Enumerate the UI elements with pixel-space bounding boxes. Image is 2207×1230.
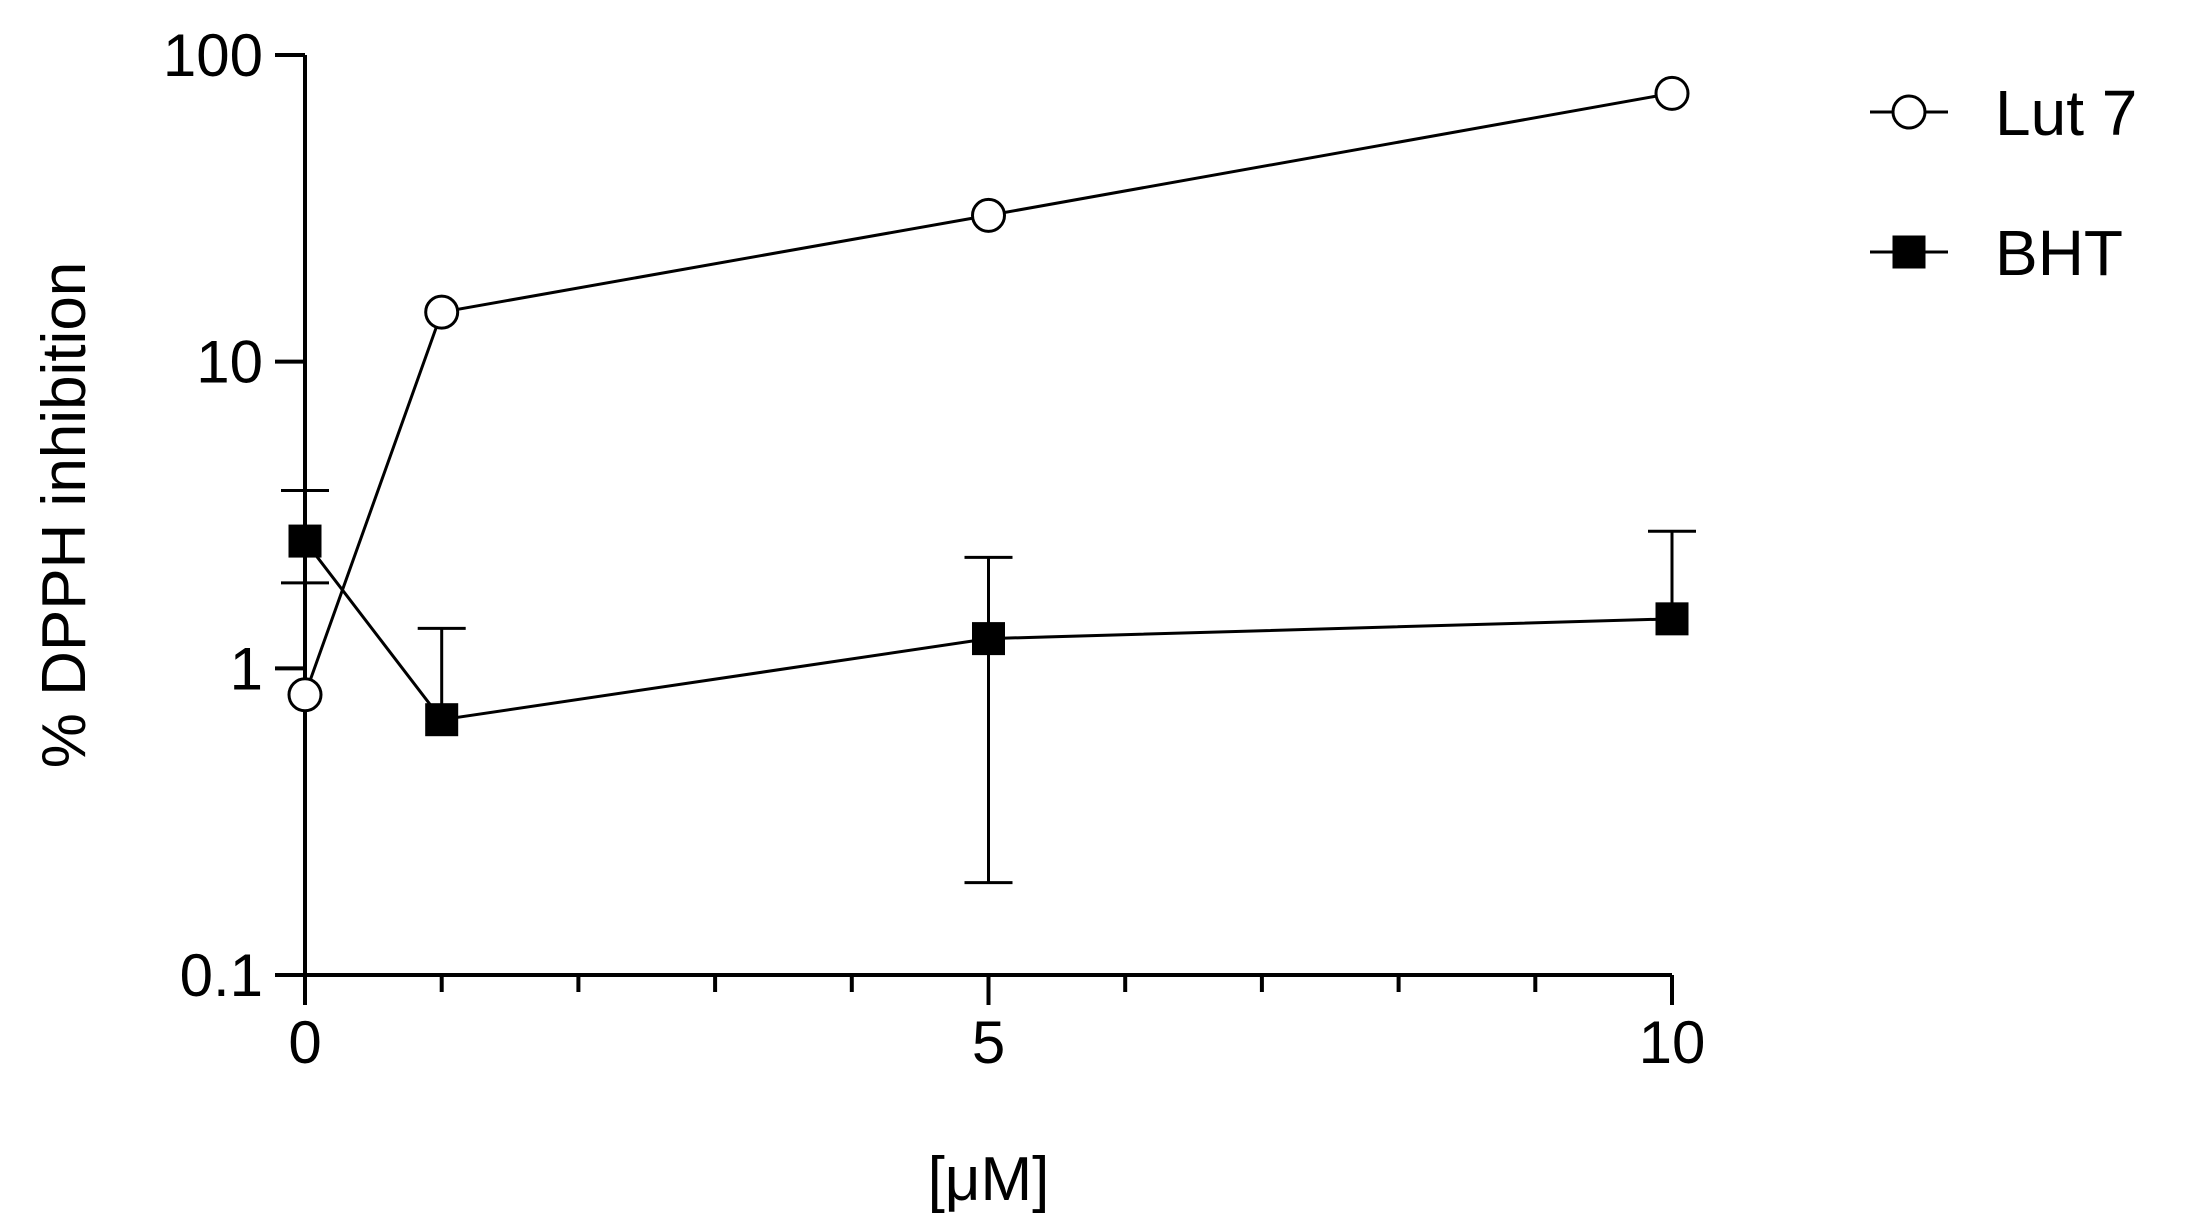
data-point-bht — [1655, 602, 1689, 636]
legend-label-bht: BHT — [1995, 217, 2123, 289]
data-point-lut-7 — [424, 294, 460, 330]
series-layer — [281, 75, 1696, 885]
legend-marker-lut-7 — [1891, 94, 1927, 130]
series-bht — [281, 489, 1696, 885]
y-tick-label: 10 — [196, 329, 263, 396]
y-axis-title: % DPPH inhibition — [30, 262, 99, 769]
legend-marker-bht — [1892, 235, 1926, 269]
legend-item-bht: BHT — [1870, 217, 2123, 289]
series-line-bht — [303, 540, 1673, 722]
x-tick-label: 0 — [288, 1009, 321, 1076]
series-line-lut-7 — [303, 91, 1673, 696]
data-point-bht — [425, 703, 459, 737]
data-point-bht — [972, 622, 1005, 656]
x-tick-label: 5 — [972, 1009, 1005, 1076]
legend-item-lut-7: Lut 7 — [1870, 77, 2137, 149]
y-tick-label: 100 — [163, 22, 263, 89]
data-point-bht — [288, 524, 322, 558]
data-point-lut-7 — [971, 197, 1006, 233]
axes: 0.1 1 10 100 0 5 10 — [163, 22, 1705, 1076]
y-tick-label: 0.1 — [180, 942, 263, 1009]
y-tick-label: 1 — [230, 635, 263, 702]
x-tick-label: 10 — [1639, 1009, 1706, 1076]
series-lut-7 — [287, 75, 1690, 713]
legend-label-lut-7: Lut 7 — [1995, 77, 2137, 149]
data-point-lut-7 — [1654, 75, 1690, 111]
legend: Lut 7 BHT — [1870, 77, 2137, 289]
x-axis-title: [μM] — [928, 1145, 1050, 1214]
data-point-lut-7 — [287, 677, 323, 713]
